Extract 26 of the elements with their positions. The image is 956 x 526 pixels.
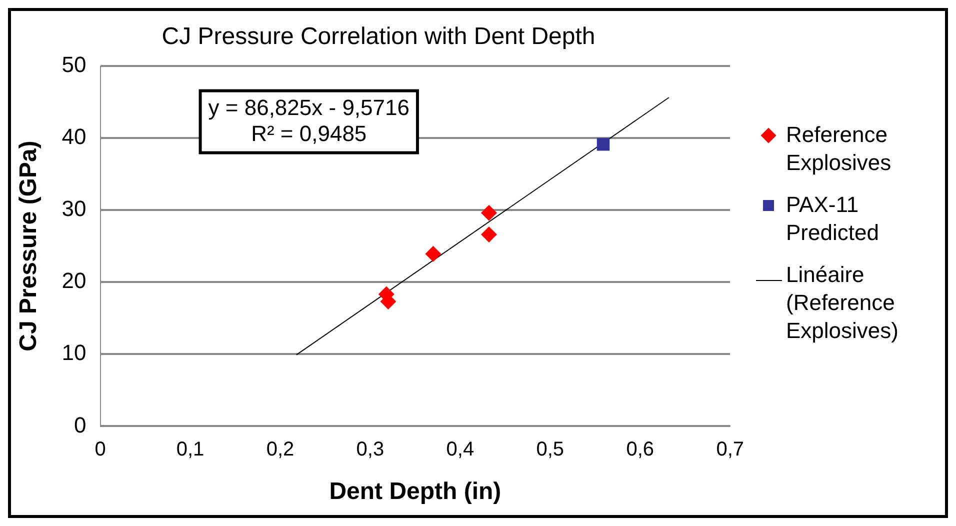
x-tick-label: 0,5 xyxy=(536,438,564,461)
chart-title: CJ Pressure Correlation with Dent Depth xyxy=(162,23,596,50)
annotation: R² = 0,9485 xyxy=(251,120,367,146)
y-tick-label: 10 xyxy=(62,340,86,366)
y-axis-title: CJ Pressure (GPa) xyxy=(15,140,42,352)
y-tick-label: 0 xyxy=(74,412,86,438)
y-tick-label: 30 xyxy=(62,196,86,222)
x-tick-label: 0,6 xyxy=(626,438,654,461)
x-tick-label: 0 xyxy=(94,438,106,461)
point xyxy=(480,204,497,221)
x-axis-title: Dent Depth (in) xyxy=(329,478,502,506)
x-tick-label: 0,1 xyxy=(176,438,204,461)
y-tick-label: 50 xyxy=(62,52,86,77)
legend-label: Reference Explosives xyxy=(786,121,892,177)
point xyxy=(425,246,442,262)
x-tick-label: 0,7 xyxy=(716,438,744,461)
point xyxy=(596,138,610,151)
legend-label: PAX-11 Predicted xyxy=(786,191,880,247)
y-tick-label: 20 xyxy=(62,268,86,294)
point xyxy=(480,226,497,242)
x-tick-label: 0,2 xyxy=(266,438,294,461)
x-tick-label: 0,4 xyxy=(446,438,474,461)
y-tick-label: 40 xyxy=(62,124,86,149)
legend-label: Linéaire (Reference Explosives) xyxy=(786,261,900,345)
x-tick-label: 0,3 xyxy=(356,438,384,461)
annotation: y = 86,825x - 9,5716 xyxy=(208,94,410,120)
